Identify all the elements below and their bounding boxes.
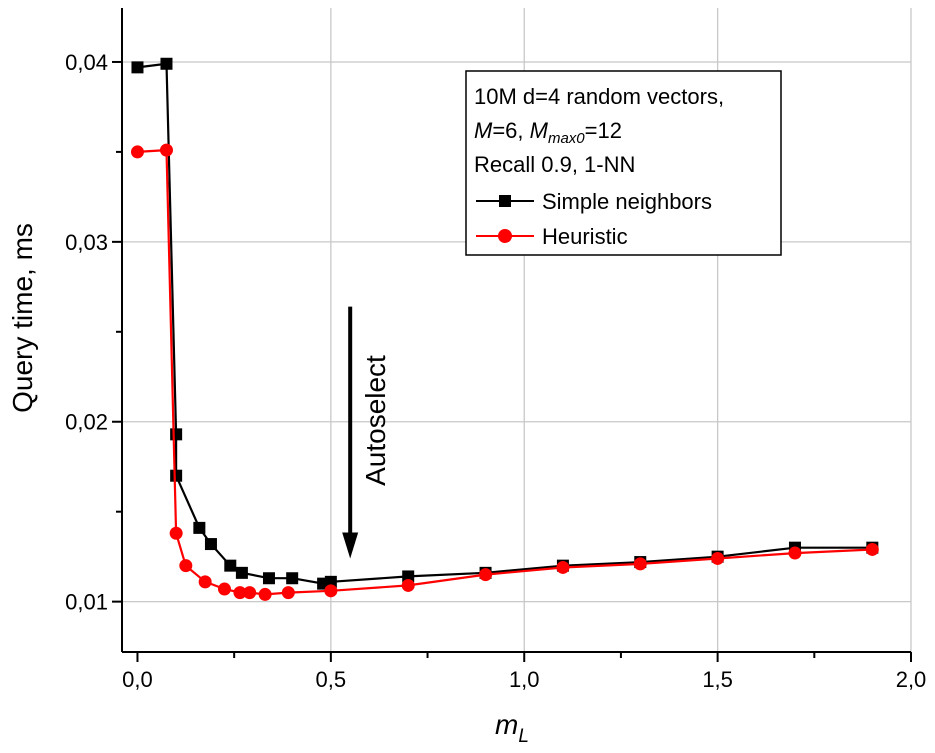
y-ticks: 0,01 0,02 0,03 0,04 [65, 50, 122, 615]
data-point [788, 546, 802, 560]
legend-marker-heuristic [498, 229, 512, 243]
data-point [281, 586, 295, 600]
data-point [402, 570, 415, 583]
data-point [258, 587, 272, 601]
x-tick-label: 2,0 [896, 667, 927, 692]
data-point [170, 428, 183, 441]
legend-header-line1: 10M d=4 random vectors, [474, 84, 724, 109]
series-layer [130, 57, 879, 601]
x-tick-label: 1,5 [702, 667, 733, 692]
y-tick-label: 0,04 [65, 50, 108, 75]
legend-header-m-value: =6, [492, 118, 529, 143]
legend-header-m: M [474, 118, 493, 143]
data-point [243, 586, 257, 600]
x-tick-label: 0,5 [316, 667, 347, 692]
data-point [198, 575, 212, 589]
data-point [130, 145, 144, 159]
data-point [633, 557, 647, 571]
data-point [324, 575, 337, 588]
data-point [193, 521, 206, 534]
x-tick-label: 0,0 [122, 667, 153, 692]
data-point [204, 538, 217, 551]
data-point [556, 560, 570, 574]
data-point [159, 143, 173, 157]
data-point [170, 469, 183, 482]
data-point [286, 572, 299, 585]
data-point [169, 526, 183, 540]
legend-header-mmax-value: =12 [585, 118, 622, 143]
data-point [262, 572, 275, 585]
legend: 10M d=4 random vectors, M=6, Mmax0=12 Re… [465, 70, 782, 256]
data-point [179, 559, 193, 573]
data-point [160, 57, 173, 70]
autoselect-annotation: Autoselect [342, 306, 391, 559]
x-axis-title: mL [495, 709, 529, 747]
axes: 0,0 0,5 1,0 1,5 2,0 0,01 0,02 0,03 0,04 [65, 8, 926, 692]
y-tick-label: 0,01 [65, 590, 108, 615]
y-tick-label: 0,02 [65, 410, 108, 435]
data-point [235, 566, 248, 579]
data-point [324, 584, 338, 598]
x-ticks: 0,0 0,5 1,0 1,5 2,0 [122, 652, 926, 692]
y-tick-label: 0,03 [65, 230, 108, 255]
y-axis-title: Query time, ms [7, 223, 38, 413]
autoselect-arrow-head [342, 532, 359, 559]
legend-label-heuristic: Heuristic [542, 224, 628, 249]
legend-header-mmax: M [530, 118, 549, 143]
data-point [217, 582, 231, 596]
data-point [131, 61, 144, 74]
legend-box [465, 70, 782, 256]
data-point [401, 578, 415, 592]
data-point [233, 586, 247, 600]
autoselect-label: Autoselect [360, 355, 391, 486]
data-point [865, 542, 879, 556]
legend-header-line2: M=6, Mmax0=12 [474, 118, 622, 147]
data-point [479, 568, 493, 582]
data-point [224, 559, 237, 572]
legend-header-line3: Recall 0.9, 1-NN [474, 152, 635, 177]
series-heuristic [130, 143, 879, 601]
x-tick-label: 1,0 [509, 667, 540, 692]
legend-marker-simple [499, 195, 511, 207]
x-axis-title-main: m [495, 709, 518, 740]
data-point [711, 551, 725, 565]
legend-header-mmax-sub: max0 [548, 130, 585, 147]
legend-label-simple: Simple neighbors [542, 189, 712, 214]
x-axis-title-sub: L [518, 726, 529, 747]
